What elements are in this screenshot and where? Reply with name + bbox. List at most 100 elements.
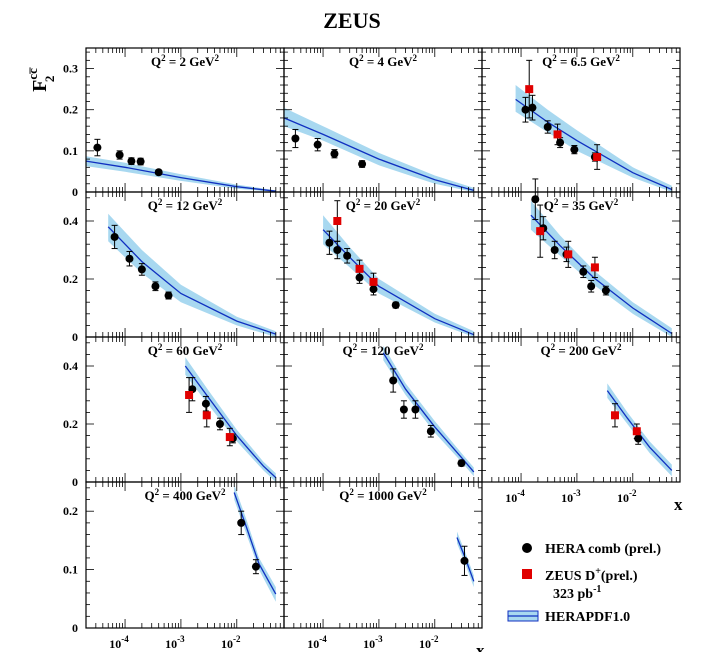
x-tick-label: 10-2 bbox=[221, 634, 241, 651]
legend-hera-label: HERA comb (prel.) bbox=[545, 542, 661, 557]
pdf-curve bbox=[322, 229, 475, 336]
hera-point bbox=[115, 150, 124, 159]
zeus-point bbox=[202, 411, 211, 420]
q2-label: Q2 = 60 GeV2 bbox=[148, 342, 223, 358]
y-tick-label: 0.1 bbox=[63, 563, 78, 577]
zeus-point bbox=[610, 411, 619, 420]
pdf-band bbox=[383, 345, 474, 477]
panel-frame bbox=[283, 481, 483, 629]
pdf-band bbox=[284, 107, 474, 192]
zeus-point bbox=[564, 250, 573, 259]
panel-frame bbox=[481, 47, 681, 193]
x-axis-label: x bbox=[674, 495, 683, 514]
panel-frame bbox=[481, 336, 681, 483]
y-tick-label: 0.3 bbox=[63, 62, 78, 76]
zeus-point bbox=[553, 130, 562, 139]
zeus-point bbox=[525, 85, 534, 94]
hera-point bbox=[587, 282, 596, 291]
hera-point bbox=[426, 427, 435, 436]
pdf-curve bbox=[284, 117, 474, 192]
hera-point bbox=[531, 195, 540, 204]
hera-point bbox=[251, 562, 260, 571]
q2-label: Q2 = 2 GeV2 bbox=[151, 53, 220, 69]
x-axis-label: x bbox=[476, 641, 485, 652]
zeus-point bbox=[185, 391, 194, 399]
panel-q2-4: Q2 = 4 GeV2 bbox=[283, 47, 483, 193]
panel-q2-12: 0 0.2 0.4 Q2 = 12 GeV2 bbox=[63, 191, 285, 344]
q2-label: Q2 = 35 GeV2 bbox=[544, 197, 619, 213]
hera-point bbox=[550, 246, 559, 254]
pdf-band bbox=[185, 357, 276, 482]
pdf-band bbox=[515, 85, 672, 192]
panel-q2-200: Q2 = 200 GeV2 bbox=[481, 336, 681, 483]
hera-point bbox=[389, 376, 398, 385]
y-tick-label: 0 bbox=[72, 475, 78, 489]
hera-point bbox=[154, 168, 163, 177]
hera-point bbox=[570, 145, 579, 154]
y-tick-label: 0.2 bbox=[63, 272, 78, 286]
hera-point bbox=[457, 459, 466, 468]
panel-q2-6.5: Q2 = 6.5 GeV2 bbox=[481, 47, 681, 193]
hera-point bbox=[411, 405, 420, 414]
y-tick-label: 0 bbox=[72, 621, 78, 635]
legend: HERA comb (prel.) ZEUS D+(prel.)323 pb-1 H… bbox=[507, 542, 661, 625]
x-tick-label: 10-3 bbox=[561, 488, 581, 505]
hera-point bbox=[579, 267, 588, 276]
legend-zeus-marker bbox=[522, 569, 532, 579]
q2-label: Q2 = 1000 GeV2 bbox=[339, 487, 427, 503]
pdf-curve bbox=[515, 98, 673, 191]
hera-point bbox=[333, 246, 342, 254]
hera-point bbox=[313, 140, 322, 149]
panel-frame bbox=[85, 191, 285, 338]
hera-point bbox=[521, 105, 530, 114]
zeus-point bbox=[355, 264, 364, 273]
zeus-point bbox=[333, 217, 342, 225]
legend-hera-marker bbox=[522, 543, 532, 553]
legend-zeus-lumi: 323 pb-1 bbox=[553, 584, 601, 602]
y-tick-label: 0.4 bbox=[63, 214, 78, 228]
zeus-point bbox=[536, 227, 545, 236]
panel-q2-35: Q2 = 35 GeV2 bbox=[481, 178, 681, 338]
hera-point bbox=[127, 157, 136, 166]
panel-q2-20: Q2 = 20 GeV2 bbox=[283, 191, 483, 338]
panel-q2-120: Q2 = 120 GeV2 bbox=[283, 336, 483, 483]
pdf-band bbox=[323, 215, 474, 337]
hera-point bbox=[291, 134, 300, 143]
zeus-point bbox=[632, 427, 641, 436]
pdf-curve bbox=[107, 226, 277, 335]
pdf-band bbox=[108, 213, 276, 337]
hera-point bbox=[528, 103, 537, 112]
pdf-curve bbox=[233, 492, 277, 595]
panel-q2-2: 0 0.1 0.2 0.3 Q2 = 2 GeV2 bbox=[63, 47, 285, 199]
hera-point bbox=[358, 160, 367, 169]
hera-point bbox=[325, 238, 334, 247]
y-tick-label: 0.2 bbox=[63, 504, 78, 518]
panel-frame bbox=[283, 336, 483, 483]
hera-point bbox=[601, 286, 610, 295]
q2-label: Q2 = 12 GeV2 bbox=[148, 197, 223, 213]
hera-point bbox=[399, 405, 408, 414]
q2-label: Q2 = 120 GeV2 bbox=[342, 342, 424, 358]
hera-point bbox=[151, 282, 160, 291]
y-tick-label: 0 bbox=[72, 185, 78, 199]
hera-point bbox=[110, 232, 119, 241]
hera-point bbox=[93, 143, 102, 152]
x-tick-label: 10-3 bbox=[165, 634, 185, 651]
hera-point bbox=[391, 301, 400, 310]
pdf-band bbox=[234, 484, 276, 602]
x-tick-label: 10-4 bbox=[505, 488, 525, 505]
panel-frame bbox=[283, 191, 483, 338]
x-tick-label: 10-3 bbox=[363, 634, 383, 651]
x-tick-label: 10-2 bbox=[419, 634, 439, 651]
y-tick-label: 0.2 bbox=[63, 417, 78, 431]
hera-point bbox=[125, 254, 134, 263]
zeus-point bbox=[590, 263, 599, 272]
chart-title: ZEUS bbox=[323, 8, 381, 33]
pdf-band bbox=[530, 200, 672, 337]
hera-point bbox=[460, 556, 469, 565]
zeus-point bbox=[593, 153, 602, 162]
panel-q2-60: 0 0.2 0.4 Q2 = 60 GeV2 bbox=[63, 336, 285, 489]
q2-label: Q2 = 200 GeV2 bbox=[540, 342, 622, 358]
hera-point bbox=[330, 149, 339, 158]
